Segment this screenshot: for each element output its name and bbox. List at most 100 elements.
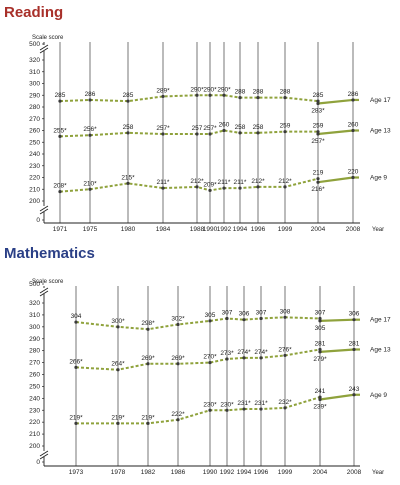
x-tick-label: 1999 bbox=[278, 469, 293, 476]
chart-title: Reading bbox=[4, 4, 63, 21]
data-label: 288 bbox=[235, 89, 246, 96]
data-point bbox=[318, 350, 322, 354]
y-tick-label: 280 bbox=[29, 348, 40, 355]
data-point bbox=[238, 186, 242, 190]
data-point bbox=[195, 185, 199, 189]
y-tick-label: 250 bbox=[29, 383, 40, 390]
data-point bbox=[283, 130, 287, 134]
data-point bbox=[146, 327, 150, 331]
data-point bbox=[88, 133, 92, 137]
data-point bbox=[283, 315, 287, 319]
data-point bbox=[238, 96, 242, 100]
data-point bbox=[352, 393, 356, 397]
data-label: 276* bbox=[278, 346, 292, 353]
series-line-solid bbox=[317, 176, 354, 184]
y-tick-label: 280 bbox=[29, 104, 40, 111]
data-point bbox=[161, 132, 165, 136]
data-point bbox=[74, 421, 78, 425]
y-tick-label: 320 bbox=[29, 57, 40, 64]
data-label: 239* bbox=[313, 404, 327, 411]
data-label: 259 bbox=[280, 123, 291, 130]
data-point bbox=[126, 99, 130, 103]
axis-break-icon bbox=[39, 450, 49, 460]
x-tick-label: 1990 bbox=[203, 226, 218, 233]
y-tick-label: 290 bbox=[29, 92, 40, 99]
x-tick-label: 1984 bbox=[156, 226, 171, 233]
data-label: 307 bbox=[256, 309, 267, 316]
data-point bbox=[88, 98, 92, 102]
y-axis-title: Scale score bbox=[32, 35, 64, 41]
series-line-dashed bbox=[76, 396, 321, 425]
x-tick-label: 1973 bbox=[69, 469, 84, 476]
y-tick-label: 500 bbox=[29, 41, 40, 48]
data-point bbox=[225, 316, 229, 321]
data-label: 305 bbox=[315, 325, 326, 332]
data-label: 286 bbox=[348, 91, 359, 98]
series-line-dashed bbox=[59, 129, 318, 138]
data-label: 269* bbox=[141, 355, 155, 362]
data-label: 283* bbox=[311, 107, 325, 114]
data-label: 281 bbox=[349, 340, 360, 347]
data-point bbox=[176, 418, 180, 422]
data-label: 266* bbox=[69, 358, 83, 365]
data-label: 231* bbox=[237, 400, 251, 407]
series-line-dashed bbox=[59, 94, 319, 103]
y-tick-label: 240 bbox=[29, 151, 40, 158]
series-line-solid bbox=[317, 129, 354, 136]
y-tick-label: 200 bbox=[29, 443, 40, 450]
data-label: 256* bbox=[83, 126, 97, 133]
data-point bbox=[316, 99, 320, 103]
x-tick-label: 2004 bbox=[311, 226, 326, 233]
x-tick-label: 1996 bbox=[251, 226, 266, 233]
y-axis-title: Scale score bbox=[32, 279, 64, 285]
data-point bbox=[58, 190, 62, 194]
y-tick-label: 210 bbox=[29, 186, 40, 193]
series-label: Age 17 bbox=[370, 317, 391, 324]
x-tick-label: 1994 bbox=[233, 226, 248, 233]
data-label: 212* bbox=[251, 178, 265, 185]
y-tick-label: 300 bbox=[29, 81, 40, 88]
data-point bbox=[222, 186, 226, 190]
data-label: 286 bbox=[85, 91, 96, 98]
data-label: 255* bbox=[53, 127, 67, 134]
data-point bbox=[316, 132, 320, 136]
axis-break-icon bbox=[39, 205, 49, 215]
data-point bbox=[318, 397, 322, 402]
axis-break-icon bbox=[39, 44, 49, 54]
data-label: 232* bbox=[278, 399, 292, 406]
data-label: 220 bbox=[348, 169, 359, 176]
data-point bbox=[256, 96, 260, 100]
data-label: 257 bbox=[192, 125, 203, 132]
x-tick-label: 1996 bbox=[254, 469, 269, 476]
data-point bbox=[352, 318, 356, 322]
data-point bbox=[116, 368, 120, 372]
data-label: 279* bbox=[313, 356, 327, 363]
series-line-solid bbox=[319, 318, 355, 322]
y-tick-label: 320 bbox=[29, 300, 40, 307]
data-label: 288 bbox=[280, 89, 291, 96]
data-point bbox=[126, 181, 130, 185]
data-point bbox=[208, 132, 212, 136]
data-point bbox=[116, 325, 120, 329]
data-point bbox=[242, 407, 246, 411]
data-point bbox=[283, 353, 287, 358]
data-point bbox=[316, 180, 320, 184]
data-label: 219* bbox=[69, 414, 83, 421]
data-point bbox=[238, 131, 242, 135]
data-label: 258 bbox=[123, 124, 134, 131]
data-point bbox=[208, 188, 212, 193]
data-point bbox=[222, 128, 226, 133]
y-tick-label: 500 bbox=[29, 281, 40, 288]
data-point bbox=[58, 99, 62, 103]
data-label: 304 bbox=[71, 313, 82, 320]
data-label: 269* bbox=[171, 355, 185, 362]
data-label: 219 bbox=[313, 170, 324, 177]
data-point bbox=[146, 362, 150, 366]
y-tick-label: 300 bbox=[29, 324, 40, 331]
y-tick-label: 310 bbox=[29, 312, 40, 319]
x-tick-label: 1980 bbox=[121, 226, 136, 233]
data-point bbox=[225, 408, 229, 412]
data-point bbox=[283, 406, 287, 410]
